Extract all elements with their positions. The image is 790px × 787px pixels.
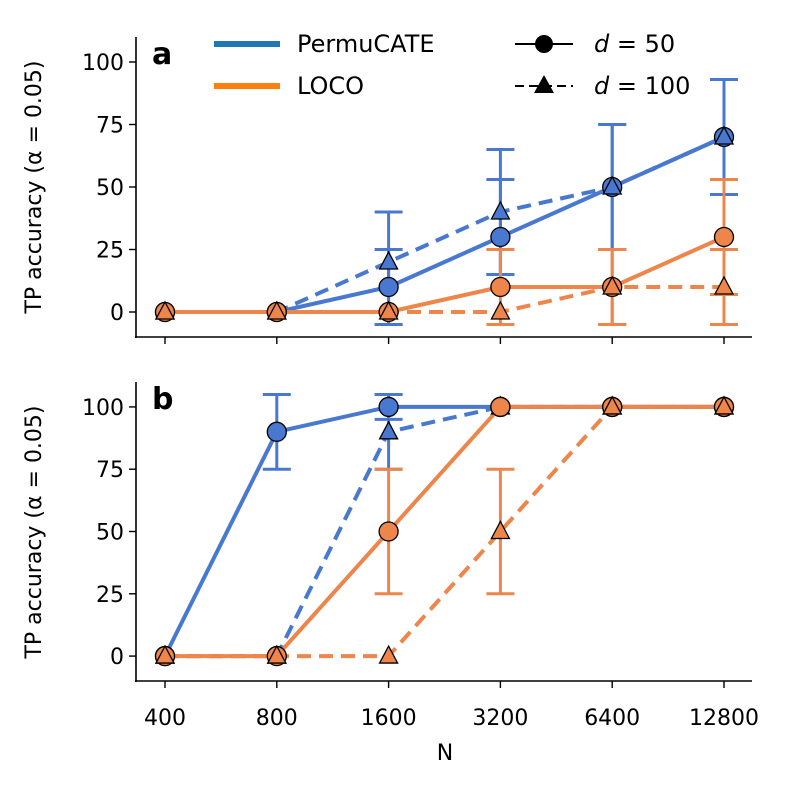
data-point-permucate-d-50 <box>490 226 511 248</box>
legend-d50-label: d = 50 <box>594 30 675 58</box>
legend-d100-label: d = 100 <box>594 72 690 100</box>
series-markers <box>154 125 735 323</box>
series-line-loco-d-50 <box>165 235 725 314</box>
data-point-loco-d-100 <box>602 275 623 295</box>
plot-area-b <box>154 392 735 667</box>
series-markers <box>154 395 735 667</box>
x-tick-label: 12800 <box>689 706 759 731</box>
y-tick-label: 75 <box>96 114 124 139</box>
y-tick-label: 50 <box>96 176 124 201</box>
data-point-loco-d-100 <box>378 300 399 320</box>
x-axis-b: 400 800 1600 3200 6400 12800 <box>135 680 759 731</box>
data-point-loco-d-100 <box>490 520 511 540</box>
data-point-loco-d-50 <box>490 396 511 418</box>
y-axis-a: 0 25 50 75 100 <box>82 37 137 338</box>
y-tick-label: 25 <box>96 583 124 608</box>
y-axis-title-a: TP accuracy (α = 0.05) <box>22 60 47 314</box>
series-lines <box>165 135 725 314</box>
data-point-loco-d-100 <box>378 644 399 664</box>
data-point-loco-d-100 <box>154 300 176 320</box>
data-point-loco-d-100 <box>713 395 735 415</box>
legend-d50-value: = 50 <box>609 30 675 58</box>
data-point-permucate-d-100 <box>378 420 399 440</box>
data-point-permucate-d-100 <box>378 250 399 270</box>
data-point-loco-d-100 <box>154 644 176 664</box>
series-line-loco-d-50 <box>165 404 724 659</box>
legend-loco-label: LOCO <box>297 72 364 100</box>
x-tick-label: 6400 <box>584 706 640 731</box>
legend-permucate-label: PermuCATE <box>297 30 435 58</box>
data-point-permucate-d-100 <box>713 125 735 145</box>
series-line-permucate-d-50 <box>165 135 725 314</box>
panel-a: a TP accuracy (α = 0.05) 0 25 50 75 100 <box>22 37 752 344</box>
panel-letter-a: a <box>152 37 172 72</box>
y-tick-label: 0 <box>110 301 124 326</box>
y-tick-label: 0 <box>110 645 124 670</box>
legend-circle-marker-icon <box>535 35 553 53</box>
x-tick-label: 3200 <box>472 706 528 731</box>
legend: PermuCATE LOCO d = 50 d = 100 <box>214 30 690 100</box>
legend-d100-var: d <box>594 72 610 100</box>
legend-d50-var: d <box>594 30 610 58</box>
y-axis-b: 0 25 50 75 100 <box>82 382 137 682</box>
series-line-permucate-d-100 <box>165 135 725 314</box>
panel-b: b TP accuracy (α = 0.05) 0 25 50 75 100 400 8… <box>22 382 759 766</box>
x-tick-label: 800 <box>256 706 298 731</box>
data-point-loco-d-100 <box>713 275 735 295</box>
x-axis-title: N <box>437 741 453 766</box>
data-point-permucate-d-50 <box>378 396 399 418</box>
y-tick-label: 25 <box>96 239 124 264</box>
plot-area-a <box>154 78 738 326</box>
y-tick-label: 75 <box>96 458 124 483</box>
series-line-loco-d-100 <box>165 285 724 314</box>
data-point-loco-d-100 <box>602 395 623 415</box>
x-tick-label: 1600 <box>361 706 417 731</box>
data-point-loco-d-50 <box>713 226 735 248</box>
y-axis-title-b: TP accuracy (α = 0.05) <box>22 405 47 659</box>
series-line-loco-d-100 <box>165 404 724 659</box>
y-tick-label: 100 <box>82 51 124 76</box>
data-point-permucate-d-100 <box>490 200 511 220</box>
data-point-loco-d-100 <box>490 300 511 320</box>
data-point-loco-d-50 <box>378 521 399 542</box>
legend-d100-value: = 100 <box>609 72 690 100</box>
series-line-permucate-d-50 <box>163 404 724 657</box>
data-point-loco-d-100 <box>266 300 287 320</box>
data-point-permucate-d-50 <box>266 421 287 442</box>
data-point-loco-d-100 <box>266 644 287 664</box>
x-axis-a <box>135 336 752 344</box>
series-line-permucate-d-100 <box>165 404 724 659</box>
data-point-loco-d-50 <box>490 276 511 298</box>
panel-letter-b: b <box>152 382 173 417</box>
series-lines <box>163 404 724 659</box>
x-tick-label: 400 <box>144 706 186 731</box>
legend-triangle-marker-icon <box>534 75 554 93</box>
data-point-permucate-d-50 <box>378 276 399 298</box>
data-point-permucate-d-100 <box>602 175 623 195</box>
y-tick-label: 50 <box>96 521 124 546</box>
y-tick-label: 100 <box>82 396 124 421</box>
